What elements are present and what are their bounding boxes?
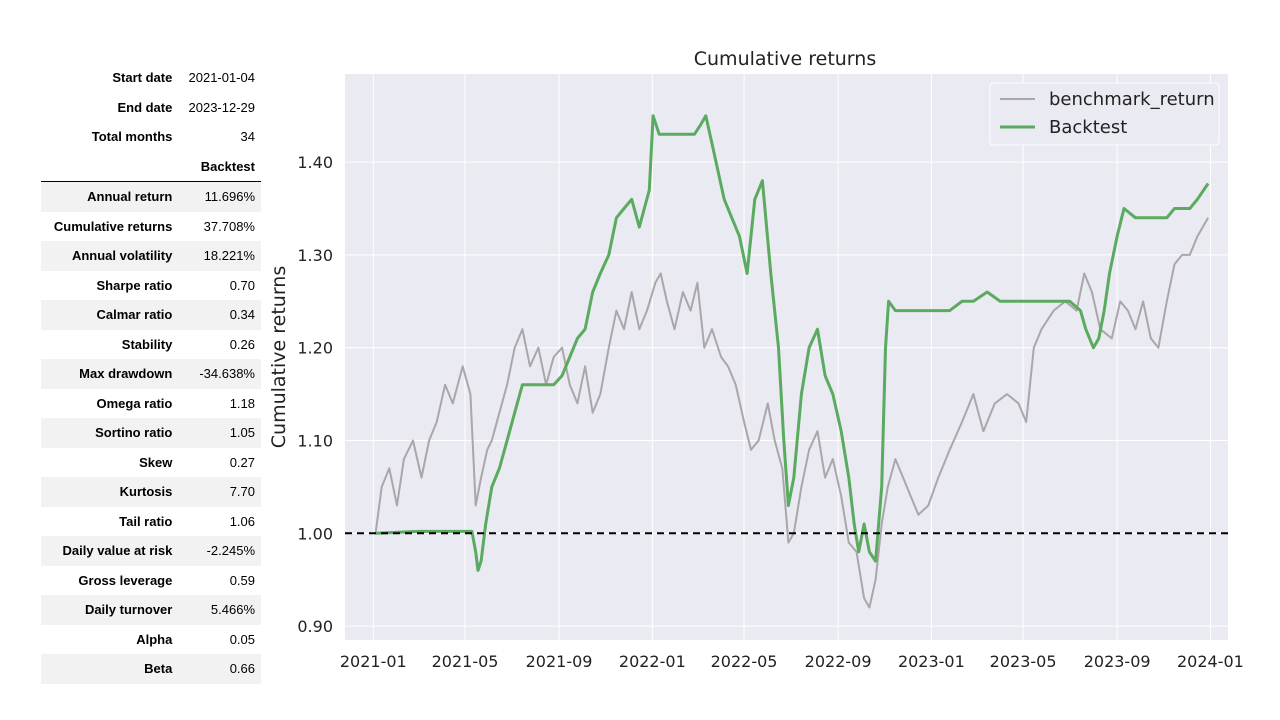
stats-row: Kurtosis 7.70 <box>41 477 261 507</box>
stats-row: Daily turnover 5.466% <box>41 595 261 625</box>
legend-label: benchmark_return <box>1049 89 1215 110</box>
x-tick-label: 2022-01 <box>619 652 686 671</box>
y-tick-label: 1.20 <box>297 339 333 358</box>
stat-value: -2.245% <box>178 536 261 566</box>
stats-row: Beta 0.66 <box>41 654 261 684</box>
x-tick-label: 2021-09 <box>526 652 593 671</box>
stats-table: Start date 2021-01-04 End date 2023-12-29 To… <box>41 63 261 684</box>
stat-value: 0.66 <box>178 654 261 684</box>
stats-row: Gross leverage 0.59 <box>41 566 261 596</box>
stat-value: 2023-12-29 <box>188 99 256 115</box>
stat-value: 0.34 <box>178 300 261 330</box>
stats-row: Skew 0.27 <box>41 448 261 478</box>
y-tick-label: 1.00 <box>297 524 333 543</box>
stat-label: Stability <box>121 336 173 352</box>
stat-label: Max drawdown <box>41 359 179 389</box>
x-tick-label: 2023-01 <box>898 652 965 671</box>
axis-ticks: 0.90 1.00 1.10 1.20 1.30 1.40 2021-01 2021-05 20… <box>297 153 1243 671</box>
stats-row: Max drawdown -34.638% <box>41 359 261 389</box>
legend: benchmark_return Backtest <box>989 82 1220 146</box>
stat-value: 1.18 <box>229 395 255 411</box>
stats-row: Stability 0.26 <box>41 330 261 360</box>
stats-row: Omega ratio 1.18 <box>41 389 261 419</box>
x-tick-label: 2021-05 <box>432 652 499 671</box>
stats-row: Tail ratio 1.06 <box>41 507 261 537</box>
stat-label: Annual volatility <box>41 241 179 271</box>
stat-value: 2021-01-04 <box>188 70 256 86</box>
stat-label: Gross leverage <box>78 572 173 588</box>
stat-value: 11.696% <box>178 181 261 212</box>
stats-row: Sortino ratio 1.05 <box>41 418 261 448</box>
stat-label: Sharpe ratio <box>96 277 173 293</box>
stat-label: Tail ratio <box>119 513 173 529</box>
stats-header-row: End date 2023-12-29 <box>41 93 261 123</box>
stats-row: Calmar ratio 0.34 <box>41 300 261 330</box>
y-axis-label: Cumulative returns <box>268 266 290 448</box>
stat-value: 1.05 <box>178 418 261 448</box>
stat-label: Annual return <box>41 181 179 212</box>
stats-column-header: Backtest <box>178 151 261 182</box>
stat-label: Beta <box>41 654 179 684</box>
stats-row: Daily value at risk -2.245% <box>41 536 261 566</box>
stat-label: Total months <box>91 129 173 145</box>
stat-value: 5.466% <box>178 595 261 625</box>
y-tick-label: 1.40 <box>297 153 333 172</box>
stat-label: Alpha <box>136 631 173 647</box>
stat-value: 37.708% <box>203 218 255 234</box>
stat-value: 0.70 <box>229 277 255 293</box>
x-tick-label: 2024-01 <box>1177 652 1244 671</box>
stat-value: 34 <box>240 129 255 145</box>
stat-label: Omega ratio <box>96 395 173 411</box>
stat-value: 0.05 <box>229 631 255 647</box>
stat-label: Cumulative returns <box>53 218 173 234</box>
stats-row: Cumulative returns 37.708% <box>41 212 261 242</box>
chart-title: Cumulative returns <box>694 48 876 70</box>
stats-column-header-row: Backtest <box>41 151 261 182</box>
stats-row: Annual volatility 18.221% <box>41 241 261 271</box>
stat-label: Skew <box>139 454 173 470</box>
y-tick-label: 0.90 <box>297 617 333 636</box>
stat-value: 7.70 <box>178 477 261 507</box>
x-tick-label: 2023-05 <box>990 652 1057 671</box>
stat-label: Sortino ratio <box>41 418 179 448</box>
legend-label: Backtest <box>1049 117 1127 138</box>
stat-label: Daily value at risk <box>41 536 179 566</box>
x-tick-label: 2023-09 <box>1084 652 1151 671</box>
stat-value: 0.59 <box>229 572 255 588</box>
stat-label: Calmar ratio <box>41 300 179 330</box>
x-tick-label: 2022-05 <box>711 652 778 671</box>
backtest-line <box>375 114 1210 572</box>
stats-header-row: Start date 2021-01-04 <box>41 63 261 93</box>
stat-value: 0.27 <box>229 454 255 470</box>
plot-area <box>345 74 1228 640</box>
y-tick-label: 1.10 <box>297 432 333 451</box>
stats-row: Alpha 0.05 <box>41 625 261 655</box>
stat-value: -34.638% <box>178 359 261 389</box>
stats-row: Sharpe ratio 0.70 <box>41 271 261 301</box>
stat-label: Daily turnover <box>41 595 179 625</box>
stat-value: 18.221% <box>178 241 261 271</box>
x-tick-label: 2022-09 <box>805 652 872 671</box>
stat-label: End date <box>117 99 173 115</box>
stat-label <box>41 151 179 182</box>
stats-row: Annual return 11.696% <box>41 181 261 212</box>
y-tick-label: 1.30 <box>297 246 333 265</box>
benchmark-return-line <box>374 217 1209 609</box>
stat-label: Kurtosis <box>41 477 179 507</box>
stat-value: 0.26 <box>229 336 255 352</box>
stat-value: 1.06 <box>229 513 255 529</box>
stats-header-row: Total months 34 <box>41 122 261 152</box>
x-tick-label: 2021-01 <box>340 652 407 671</box>
stat-label: Start date <box>112 70 173 86</box>
legend-box <box>989 82 1220 146</box>
series-lines <box>345 114 1228 609</box>
